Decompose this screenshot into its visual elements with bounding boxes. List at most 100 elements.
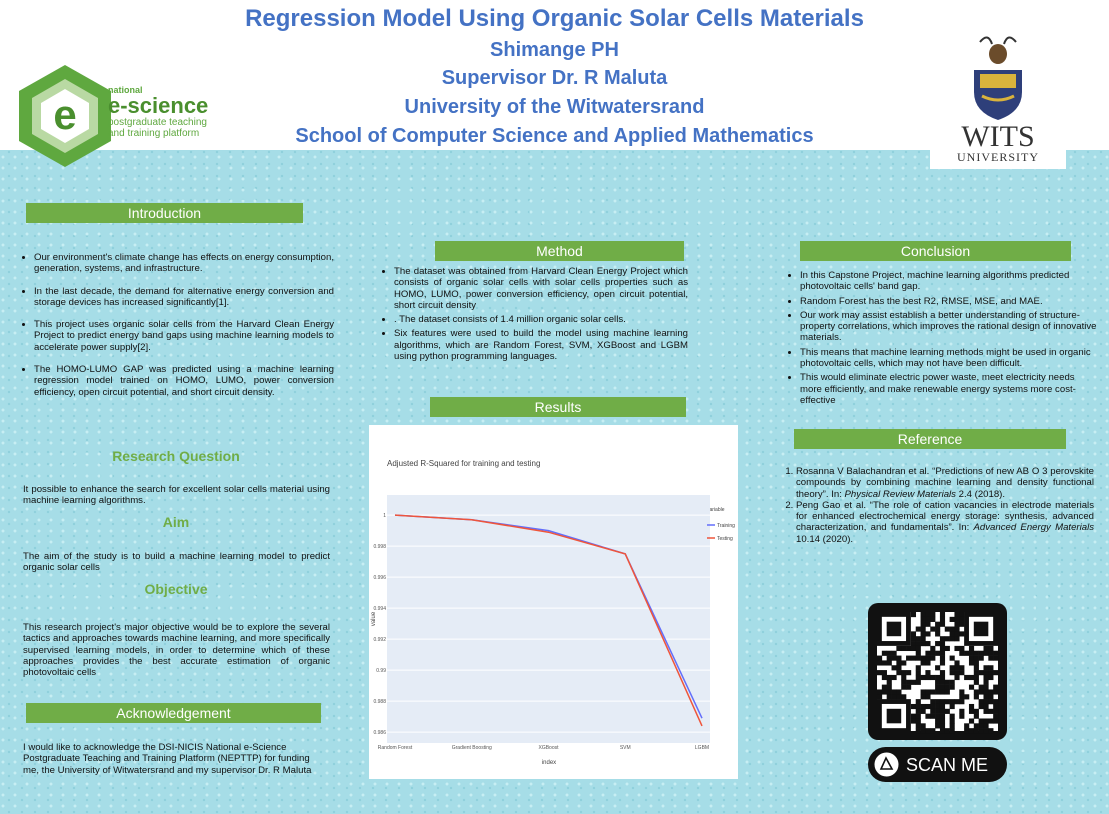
qr-module — [959, 713, 965, 719]
bullet: The dataset was obtained from Harvard Cl… — [394, 266, 688, 311]
y-tick-label: 0.994 — [373, 606, 386, 612]
title: Regression Model Using Organic Solar Cel… — [245, 5, 864, 32]
qr-module — [886, 650, 892, 656]
qr-module — [935, 689, 941, 695]
qr-module — [978, 723, 984, 729]
y-axis-title: value — [371, 611, 377, 626]
qr-module — [925, 660, 931, 666]
qr-module — [944, 699, 950, 705]
qr-module — [988, 689, 994, 695]
qr-module — [973, 670, 979, 676]
qr-module — [949, 665, 955, 671]
qr-module — [954, 631, 960, 637]
qr-finder — [886, 708, 902, 724]
qr-module — [959, 670, 965, 676]
qr-module — [891, 689, 897, 695]
qr-module — [993, 684, 999, 690]
qr-module — [920, 655, 926, 661]
qr-module — [877, 689, 883, 695]
qr-module — [910, 641, 917, 647]
qr-module — [881, 670, 887, 676]
paragraph: This research project's major objective … — [23, 622, 330, 679]
qr-module — [935, 641, 941, 647]
qr-module — [993, 708, 999, 714]
qr-module — [939, 679, 946, 685]
qr-module — [978, 670, 984, 676]
qr-module — [978, 703, 984, 710]
qr-module — [988, 708, 994, 714]
qr-module — [968, 674, 975, 681]
qr-module — [968, 650, 975, 656]
qr-module — [920, 660, 926, 666]
qr-module — [877, 694, 883, 700]
escience-national: national — [108, 85, 143, 95]
qr-module — [915, 718, 921, 724]
escience-logo-mark: e — [19, 65, 111, 167]
qr-module — [993, 689, 999, 695]
qr-module — [964, 728, 970, 734]
qr-module — [915, 665, 921, 671]
qr-module — [935, 674, 941, 681]
legend-label: Training — [717, 523, 735, 529]
qr-module — [920, 616, 926, 622]
qr-module — [973, 728, 979, 734]
bullet: In the last decade, the demand for alter… — [34, 286, 334, 309]
qr-module — [959, 689, 965, 695]
qr-module — [978, 718, 984, 724]
qr-module — [973, 708, 979, 714]
qr-module — [993, 713, 999, 719]
qr-module — [944, 626, 950, 632]
qr-module — [983, 679, 989, 685]
qr-module — [920, 728, 926, 734]
qr-module — [915, 708, 921, 714]
qr-module — [959, 612, 965, 618]
qr-module — [983, 703, 989, 710]
svg-text:e: e — [53, 91, 76, 138]
qr-module — [915, 723, 921, 729]
qr-module — [906, 684, 912, 690]
qr-module — [954, 674, 960, 681]
section-heading: Reference — [794, 429, 1066, 449]
qr-module — [930, 689, 936, 695]
qr-module — [930, 616, 936, 622]
bullet: This project uses organic solar cells fr… — [34, 319, 334, 353]
x-tick-label: Gradient Boosting — [452, 745, 492, 751]
qr-module — [949, 723, 955, 729]
qr-module — [939, 723, 946, 729]
qr-module — [954, 612, 960, 618]
qr-module — [935, 684, 941, 690]
qr-module — [949, 713, 955, 719]
qr-module — [949, 699, 955, 705]
qr-module — [973, 665, 979, 671]
qr-module — [915, 641, 921, 647]
qr-module — [935, 718, 941, 724]
qr-module — [935, 665, 941, 671]
qr-module — [964, 650, 970, 656]
qr-module — [939, 713, 946, 719]
qr-module — [973, 694, 979, 700]
qr-module — [944, 645, 950, 652]
qr-module — [968, 660, 975, 666]
qr-module — [920, 626, 926, 632]
qr-module — [993, 703, 999, 710]
qr-module — [944, 708, 950, 714]
qr-module — [954, 621, 960, 627]
qr-module — [935, 699, 941, 705]
qr-module — [939, 674, 946, 681]
qr-module — [939, 641, 946, 647]
bullet: The HOMO-LUMO GAP was predicted using a … — [34, 364, 334, 398]
qr-module — [973, 713, 979, 719]
qr-module — [891, 650, 897, 656]
qr-module — [920, 636, 926, 642]
qr-module — [983, 728, 989, 734]
bullet: In this Capstone Project, machine learni… — [800, 270, 1098, 293]
qr-module — [930, 612, 936, 618]
qr-module — [915, 679, 921, 685]
qr-module — [949, 626, 955, 632]
qr-module — [978, 655, 984, 661]
reference-journal: Advanced Energy Materials — [973, 522, 1094, 534]
qr-module — [993, 670, 999, 676]
qr-module — [983, 723, 989, 729]
qr-module — [983, 684, 989, 690]
qr-module — [896, 655, 902, 661]
